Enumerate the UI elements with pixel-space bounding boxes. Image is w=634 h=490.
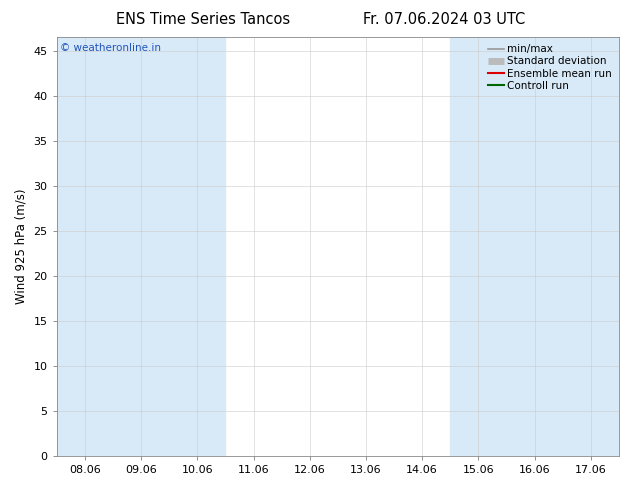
Text: Fr. 07.06.2024 03 UTC: Fr. 07.06.2024 03 UTC <box>363 12 525 27</box>
Bar <box>450 37 619 456</box>
Text: © weatheronline.in: © weatheronline.in <box>60 43 160 53</box>
Legend: min/max, Standard deviation, Ensemble mean run, Controll run: min/max, Standard deviation, Ensemble me… <box>486 42 614 93</box>
Text: ENS Time Series Tancos: ENS Time Series Tancos <box>116 12 290 27</box>
Y-axis label: Wind 925 hPa (m/s): Wind 925 hPa (m/s) <box>15 189 28 304</box>
Bar <box>56 37 226 456</box>
